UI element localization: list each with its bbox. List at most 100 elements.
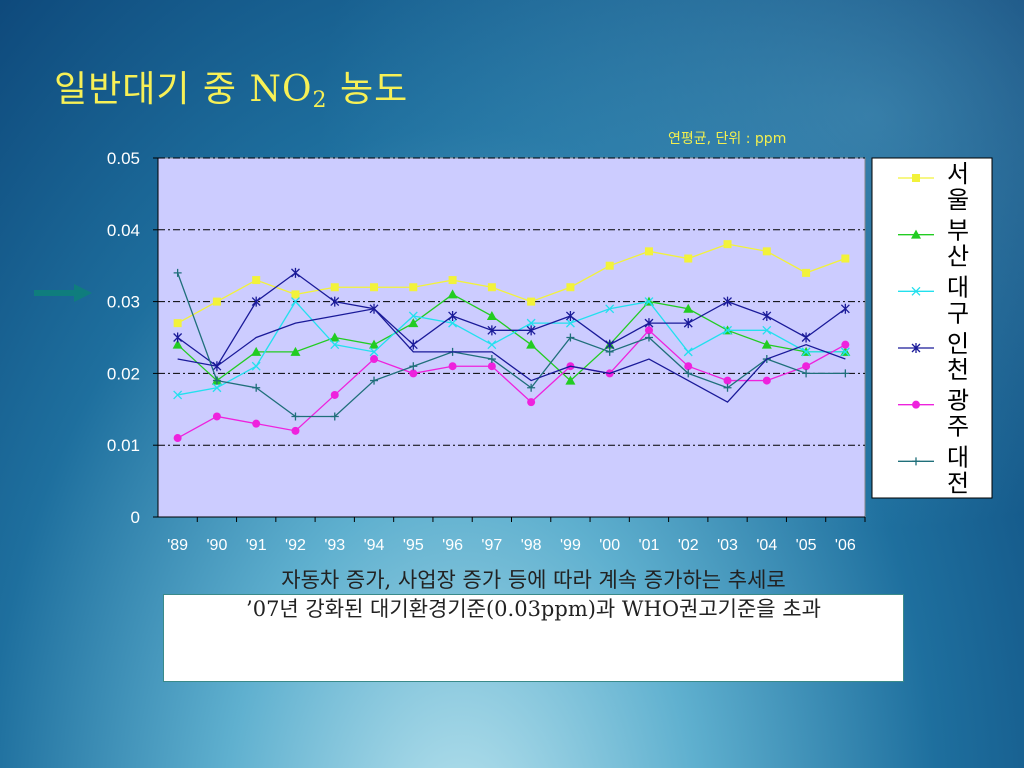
data-point <box>291 297 300 307</box>
data-point <box>212 383 222 393</box>
data-point <box>409 283 418 292</box>
y-tick-label: 0.02 <box>107 364 140 383</box>
x-tick-label: '91 <box>246 537 267 554</box>
title-prefix: 일반대기 중 NO <box>54 69 313 110</box>
data-point <box>173 319 182 328</box>
data-point <box>841 369 850 378</box>
legend-label: 산 <box>947 243 969 271</box>
x-tick-label: '00 <box>599 537 620 554</box>
x-tick-label: '04 <box>756 537 777 554</box>
data-point <box>252 276 261 285</box>
legend-label: 서 <box>947 160 969 188</box>
data-point <box>252 383 261 392</box>
data-point <box>644 297 654 307</box>
data-point <box>802 362 811 371</box>
x-tick-label: '96 <box>442 537 463 554</box>
data-point <box>487 283 496 292</box>
series-line <box>177 272 846 418</box>
data-point <box>291 267 300 278</box>
legend-swatch-marker <box>912 457 920 466</box>
caption-text: 자동차 증가, 사업장 증가 등에 따라 계속 증가하는 추세로 ’07년 강화… <box>163 566 904 624</box>
y-tick-label: 0.03 <box>107 293 140 312</box>
data-point <box>723 296 732 307</box>
data-point <box>684 254 693 263</box>
data-point <box>526 318 536 328</box>
data-point <box>565 310 575 321</box>
data-point <box>566 283 575 292</box>
data-point <box>448 362 457 371</box>
data-point <box>605 347 614 356</box>
data-point <box>723 383 732 392</box>
y-tick-label: 0.04 <box>107 221 140 240</box>
data-point <box>644 247 653 256</box>
data-point <box>841 254 850 263</box>
x-tick-label: '97 <box>481 537 502 554</box>
data-point <box>251 296 261 307</box>
data-point <box>802 369 811 378</box>
data-point <box>526 325 536 336</box>
arrow-right-icon <box>34 284 92 302</box>
data-point <box>487 362 496 371</box>
data-point <box>762 247 771 256</box>
data-point <box>173 268 182 277</box>
data-point <box>173 434 182 443</box>
caption-box <box>163 594 904 682</box>
data-point <box>605 261 614 270</box>
data-point <box>802 268 811 277</box>
caption-line-2: ’07년 강화된 대기환경기준(0.03ppm)과 WHO권고기준을 초과 <box>246 597 821 621</box>
series-line <box>177 300 846 396</box>
data-point <box>840 347 850 357</box>
data-point <box>526 339 537 349</box>
title-subscript: 2 <box>312 88 328 113</box>
data-point <box>448 310 458 321</box>
series-line <box>177 329 846 439</box>
data-point <box>723 240 732 249</box>
data-point <box>330 412 339 421</box>
data-point <box>565 318 575 328</box>
data-point <box>487 340 497 350</box>
data-point <box>212 297 221 306</box>
x-tick-label: '90 <box>206 537 227 554</box>
x-tick-label: '05 <box>796 537 817 554</box>
data-point <box>841 340 850 349</box>
data-point <box>212 412 221 421</box>
x-tick-label: '92 <box>285 537 306 554</box>
legend-swatch-marker <box>912 174 920 182</box>
data-point <box>723 376 732 385</box>
data-point <box>762 310 772 321</box>
data-point <box>644 326 653 335</box>
x-tick-label: '99 <box>560 537 581 554</box>
series-line <box>177 243 846 324</box>
legend-label: 울 <box>947 186 969 214</box>
data-point <box>683 303 694 313</box>
legend-label: 천 <box>947 356 969 384</box>
unit-note: 연평균, 단위 : ppm <box>668 131 787 147</box>
legend-label: 대 <box>947 443 969 471</box>
legend-swatch-marker <box>911 229 921 239</box>
y-tick-label: 0 <box>131 508 140 527</box>
x-tick-label: '01 <box>639 537 660 554</box>
data-point <box>212 376 221 385</box>
slide-title: 일반대기 중 NO2 농도 <box>54 60 408 113</box>
data-point <box>761 339 772 349</box>
data-point <box>251 361 261 371</box>
x-tick-label: '94 <box>364 537 385 554</box>
x-tick-label: '03 <box>717 537 738 554</box>
x-tick-label: '02 <box>678 537 699 554</box>
data-point <box>291 290 300 299</box>
legend-label: 구 <box>947 299 969 327</box>
data-point <box>409 362 418 371</box>
data-point <box>565 375 576 385</box>
data-point <box>330 390 339 399</box>
data-point <box>487 355 496 364</box>
data-point <box>683 318 693 329</box>
data-point <box>370 376 379 385</box>
legend-swatch-marker <box>911 286 921 296</box>
y-tick-label: 0.01 <box>107 436 140 455</box>
data-point <box>723 325 732 335</box>
legend-label: 대 <box>947 273 969 301</box>
data-point <box>448 276 457 285</box>
legend-swatch-marker <box>912 400 920 409</box>
legend-label: 부 <box>947 217 969 245</box>
